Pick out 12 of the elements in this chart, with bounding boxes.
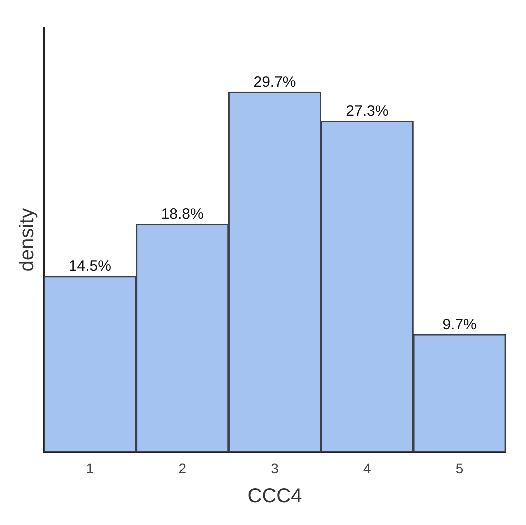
x-tick-label: 1 [86, 460, 94, 476]
data-label: 27.3% [346, 102, 389, 120]
x-tick-label: 4 [364, 460, 372, 476]
x-tick-label: 2 [178, 460, 187, 476]
x-tick-label: 3 [271, 460, 280, 476]
data-label: 29.7% [254, 74, 296, 91]
x-axis-title: CCC4 [248, 486, 302, 508]
data-label: 14.5% [68, 258, 112, 276]
y-axis-title: density [16, 208, 39, 272]
data-label: 18.8% [161, 206, 204, 223]
data-label: 9.7% [442, 316, 477, 334]
x-tick-label: 5 [456, 460, 464, 476]
